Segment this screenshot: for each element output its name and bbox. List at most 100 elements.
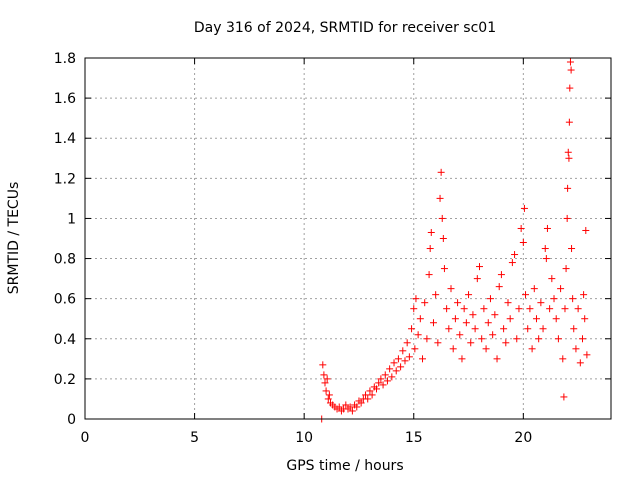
data-point — [458, 355, 466, 363]
data-point — [379, 381, 387, 389]
data-point — [335, 403, 343, 411]
data-point — [562, 265, 570, 273]
data-point — [454, 299, 462, 307]
data-point — [495, 283, 503, 291]
data-point — [515, 305, 523, 313]
data-point — [543, 224, 551, 232]
plot-frame — [84, 57, 612, 420]
y-tick-label: 0.4 — [54, 332, 76, 348]
data-point — [526, 305, 534, 313]
data-point — [362, 391, 370, 399]
data-point — [388, 373, 396, 381]
data-point — [528, 345, 536, 353]
data-point — [504, 299, 512, 307]
x-tick-label: 0 — [81, 430, 90, 446]
data-point — [582, 226, 590, 234]
chart-title: Day 316 of 2024, SRMTID for receiver sc0… — [194, 20, 496, 36]
data-point — [414, 331, 422, 339]
data-point — [342, 401, 350, 409]
data-point — [583, 351, 591, 359]
data-point — [408, 325, 416, 333]
data-point — [564, 148, 572, 156]
data-point — [449, 345, 457, 353]
data-point — [535, 335, 543, 343]
data-point — [524, 325, 532, 333]
data-point — [375, 379, 383, 387]
data-point — [576, 359, 584, 367]
data-points — [318, 58, 591, 423]
y-tick-label: 1.8 — [54, 51, 76, 67]
data-point — [437, 168, 445, 176]
data-point — [469, 311, 477, 319]
data-point — [541, 245, 549, 253]
data-point — [508, 259, 516, 267]
data-point — [460, 305, 468, 313]
y-tick-label: 1.4 — [54, 131, 76, 147]
data-point — [566, 58, 574, 66]
data-point — [346, 403, 354, 411]
data-point — [563, 214, 571, 222]
data-point — [445, 325, 453, 333]
data-point — [416, 315, 424, 323]
x-tick-label: 20 — [514, 430, 532, 446]
data-point — [440, 265, 448, 273]
data-point — [478, 335, 486, 343]
data-point — [323, 375, 331, 383]
y-tick-label: 1.2 — [54, 171, 76, 187]
data-point — [570, 325, 578, 333]
data-point — [390, 359, 398, 367]
data-point — [325, 391, 333, 399]
axis-ticks: 0 0.2 0.4 0.6 0.8 1 1.2 1.4 1.6 1.8 0 5 10 15 20 — [54, 51, 611, 446]
data-point — [566, 84, 574, 92]
y-tick-label: 0.8 — [54, 252, 76, 268]
data-point — [383, 377, 391, 385]
data-point — [548, 275, 556, 283]
data-point — [579, 335, 587, 343]
data-point — [364, 395, 372, 403]
data-point — [513, 335, 521, 343]
data-point — [397, 363, 405, 371]
data-point — [462, 319, 470, 327]
x-tick-label: 5 — [190, 430, 199, 446]
data-point — [506, 315, 514, 323]
data-point — [357, 399, 365, 407]
data-point — [476, 263, 483, 271]
data-point — [539, 325, 547, 333]
y-tick-label: 0 — [67, 412, 76, 428]
data-point — [482, 345, 490, 353]
y-tick-label: 1.6 — [54, 91, 76, 107]
data-point — [511, 251, 519, 259]
data-point — [319, 361, 327, 369]
data-point — [366, 387, 374, 395]
y-tick-label: 0.6 — [54, 292, 76, 308]
data-point — [353, 403, 361, 411]
data-point — [486, 295, 494, 303]
data-point — [473, 275, 481, 283]
data-point — [489, 331, 497, 339]
data-point — [456, 331, 464, 339]
data-point — [517, 224, 525, 232]
data-point — [411, 345, 419, 353]
data-point — [497, 271, 505, 279]
data-point — [434, 339, 442, 347]
data-point — [567, 66, 575, 74]
data-point — [451, 315, 459, 323]
data-point — [561, 305, 569, 313]
data-point — [465, 291, 473, 299]
x-axis-label: GPS time / hours — [286, 458, 403, 474]
data-point — [394, 355, 402, 363]
data-point — [493, 355, 501, 363]
data-point — [421, 299, 429, 307]
data-point — [569, 295, 577, 303]
data-point — [559, 355, 567, 363]
data-point — [580, 291, 588, 299]
data-point — [568, 245, 576, 253]
data-point — [500, 325, 508, 333]
data-point — [471, 325, 479, 333]
data-point — [403, 339, 411, 347]
data-point — [348, 407, 356, 415]
data-point — [377, 375, 385, 383]
data-point — [386, 365, 394, 373]
y-tick-label: 1 — [67, 211, 76, 227]
